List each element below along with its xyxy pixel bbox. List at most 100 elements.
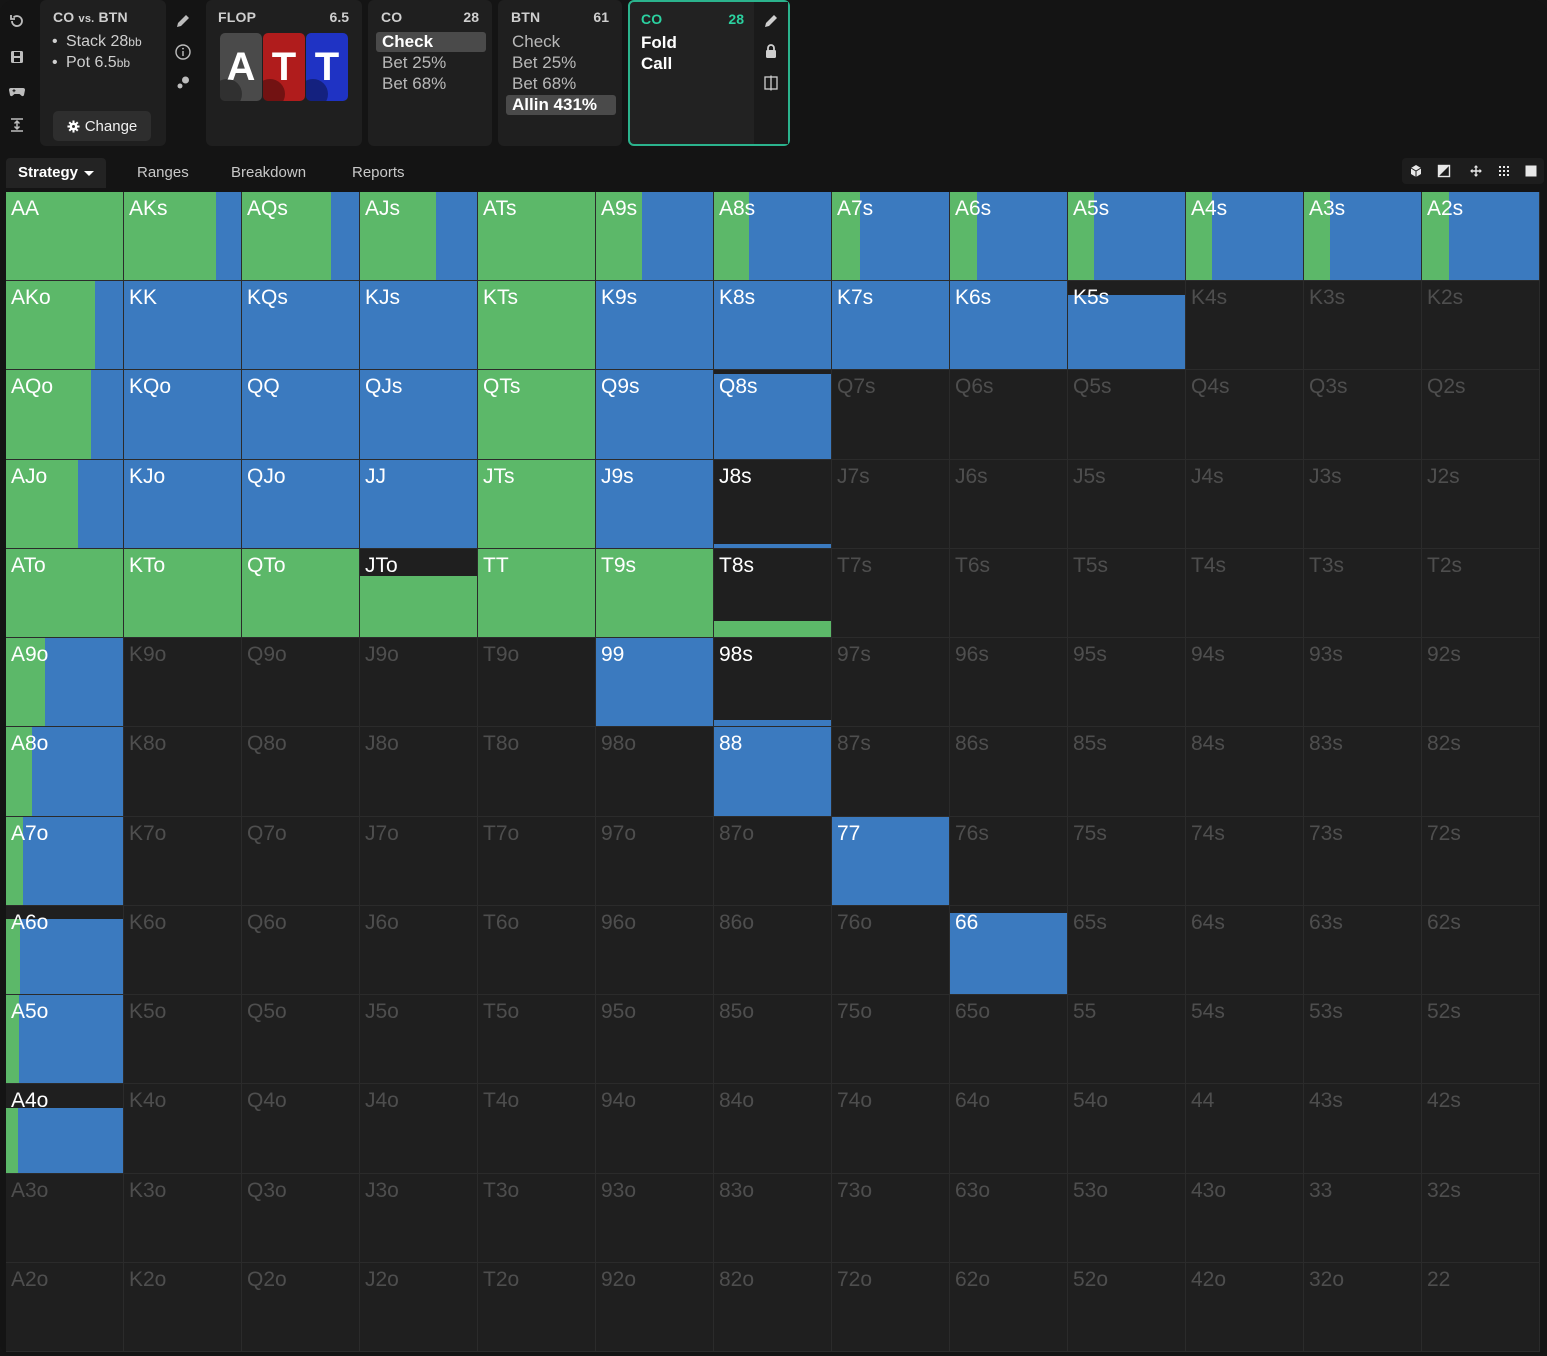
hand-cell[interactable]: 96o (596, 905, 714, 996)
hand-cell[interactable]: J5o (360, 995, 478, 1085)
hand-cell[interactable]: 82s (1422, 727, 1540, 817)
tab-strategy[interactable]: Strategy (6, 158, 107, 188)
hand-cell[interactable]: Q7o (242, 816, 360, 906)
hand-cell[interactable]: K6o (124, 905, 242, 996)
hand-cell[interactable]: 77 (832, 816, 950, 906)
hand-cell[interactable]: 74s (1186, 816, 1304, 906)
hand-cell[interactable]: A5s (1068, 192, 1186, 282)
hand-cell[interactable]: T9s (596, 548, 714, 639)
hand-cell[interactable]: T5s (1068, 548, 1186, 639)
hand-cell[interactable]: J9s (596, 459, 714, 549)
hand-cell[interactable]: A5o (6, 995, 124, 1085)
hand-cell[interactable]: A4s (1186, 192, 1304, 282)
hand-cell[interactable]: J9o (360, 638, 478, 728)
active-action-node[interactable]: CO 28 Fold Call (628, 0, 790, 146)
hand-cell[interactable]: 95o (596, 995, 714, 1085)
hand-cell[interactable]: K4s (1186, 281, 1304, 371)
hand-cell[interactable]: 76s (950, 816, 1068, 906)
hand-cell[interactable]: A7o (6, 816, 124, 906)
hand-cell[interactable]: J3o (360, 1173, 478, 1263)
move-icon[interactable] (1468, 163, 1484, 179)
hand-cell[interactable]: 43s (1304, 1084, 1422, 1174)
hand-cell[interactable]: A8o (6, 727, 124, 817)
hand-cell[interactable]: J8o (360, 727, 478, 817)
hand-cell[interactable]: 92s (1422, 638, 1540, 728)
cube-icon[interactable] (1408, 163, 1424, 179)
hand-cell[interactable]: 84o (714, 1084, 832, 1174)
hand-cell[interactable]: J7s (832, 459, 950, 549)
hand-cell[interactable]: Q7s (832, 370, 950, 460)
hand-cell[interactable]: AQo (6, 370, 124, 460)
hand-cell[interactable]: Q5s (1068, 370, 1186, 460)
hand-cell[interactable]: T3o (478, 1173, 596, 1263)
hand-cell[interactable]: Q2o (242, 1262, 360, 1352)
hand-cell[interactable]: 32o (1304, 1262, 1422, 1352)
hand-cell[interactable]: T7s (832, 548, 950, 639)
pencil-icon[interactable] (762, 12, 780, 30)
hand-cell[interactable]: JJ (360, 459, 478, 549)
hand-cell[interactable]: 98s (714, 638, 832, 728)
hand-cell[interactable]: 76o (832, 905, 950, 996)
hand-cell[interactable]: T3s (1304, 548, 1422, 639)
hand-cell[interactable]: K7o (124, 816, 242, 906)
gamepad-icon[interactable] (8, 82, 26, 100)
action-option-fold[interactable]: Fold (641, 33, 677, 52)
hand-cell[interactable]: 62o (950, 1262, 1068, 1352)
hand-cell[interactable]: 92o (596, 1262, 714, 1352)
grid-icon[interactable] (1496, 163, 1512, 179)
hand-cell[interactable]: AKs (124, 192, 242, 282)
hand-cell[interactable]: 53s (1304, 995, 1422, 1085)
hand-cell[interactable]: 52o (1068, 1262, 1186, 1352)
hand-cell[interactable]: 62s (1422, 905, 1540, 996)
hand-cell[interactable]: J3s (1304, 459, 1422, 549)
hand-cell[interactable]: J4o (360, 1084, 478, 1174)
hand-cell[interactable]: 42s (1422, 1084, 1540, 1174)
hand-cell[interactable]: A8s (714, 192, 832, 282)
hand-cell[interactable]: 94o (596, 1084, 714, 1174)
hand-cell[interactable]: K6s (950, 281, 1068, 371)
hand-cell[interactable]: 86o (714, 905, 832, 996)
hand-cell[interactable]: 84s (1186, 727, 1304, 817)
hand-cell[interactable]: 42o (1186, 1262, 1304, 1352)
hand-cell[interactable]: 54o (1068, 1084, 1186, 1174)
hand-cell[interactable]: 85s (1068, 727, 1186, 817)
hand-cell[interactable]: A3s (1304, 192, 1422, 282)
hand-cell[interactable]: T4o (478, 1084, 596, 1174)
hand-cell[interactable]: K3s (1304, 281, 1422, 371)
hand-cell[interactable]: 55 (1068, 995, 1186, 1085)
hand-cell[interactable]: 82o (714, 1262, 832, 1352)
hand-cell[interactable]: T6o (478, 905, 596, 996)
action-option-bet-25[interactable]: Bet 25% (382, 53, 447, 72)
hand-cell[interactable]: K9s (596, 281, 714, 371)
hand-cell[interactable]: A4o (6, 1084, 124, 1174)
hand-cell[interactable]: 33 (1304, 1173, 1422, 1263)
compare-icon[interactable] (762, 74, 780, 92)
tab-reports[interactable]: Reports (352, 164, 405, 181)
hand-cell[interactable]: JTs (478, 459, 596, 549)
hand-cell[interactable]: K2o (124, 1262, 242, 1352)
hand-cell[interactable]: Q4o (242, 1084, 360, 1174)
hand-cell[interactable]: 83s (1304, 727, 1422, 817)
action-option-call[interactable]: Call (641, 54, 673, 73)
action-option-bet-25[interactable]: Bet 25% (512, 53, 577, 72)
hand-cell[interactable]: Q8o (242, 727, 360, 817)
hand-cell[interactable]: J2o (360, 1262, 478, 1352)
hand-cell[interactable]: 73s (1304, 816, 1422, 906)
hand-cell[interactable]: QQ (242, 370, 360, 460)
hand-cell[interactable]: 75s (1068, 816, 1186, 906)
hand-cell[interactable]: KQo (124, 370, 242, 460)
hand-cell[interactable]: T8s (714, 548, 832, 639)
hand-cell[interactable]: J6s (950, 459, 1068, 549)
hand-cell[interactable]: AQs (242, 192, 360, 282)
action-option-bet-68[interactable]: Bet 68% (382, 74, 447, 93)
hand-cell[interactable]: 96s (950, 638, 1068, 728)
hand-cell[interactable]: QTo (242, 548, 360, 639)
hand-cell[interactable]: K4o (124, 1084, 242, 1174)
hand-cell[interactable]: J4s (1186, 459, 1304, 549)
hand-cell[interactable]: A9s (596, 192, 714, 282)
hand-cell[interactable]: T2s (1422, 548, 1540, 639)
hand-cell[interactable]: J2s (1422, 459, 1540, 549)
hand-cell[interactable]: T8o (478, 727, 596, 817)
action-option-bet-68[interactable]: Bet 68% (512, 74, 577, 93)
hand-cell[interactable]: 72o (832, 1262, 950, 1352)
